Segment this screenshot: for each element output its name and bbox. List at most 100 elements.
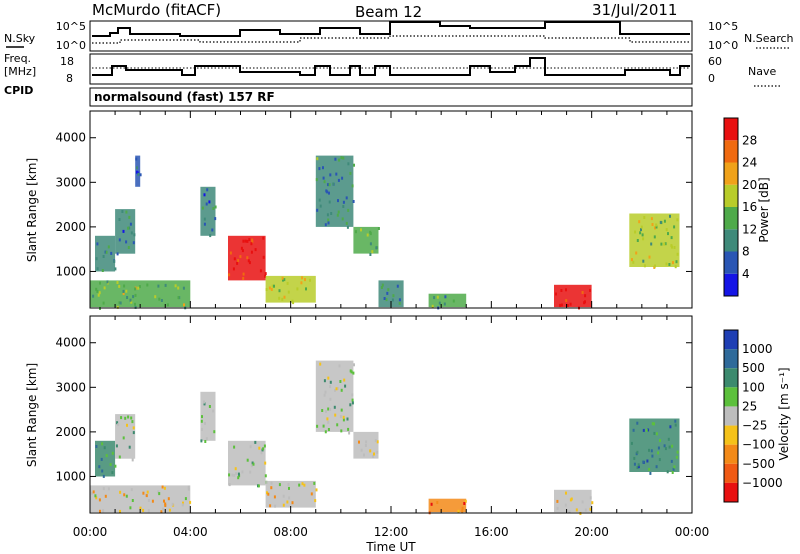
velocity-speckle — [342, 418, 345, 422]
velocity-speckle — [158, 492, 161, 496]
velocity-speckle — [340, 408, 343, 412]
power-speckle — [569, 302, 572, 306]
velocity-speckle — [376, 450, 379, 454]
power-speckle — [247, 259, 250, 263]
velocity-speckle — [241, 470, 244, 474]
power-speckle — [328, 200, 331, 204]
velocity-speckle — [117, 423, 120, 427]
velocity-panel-frame — [89, 315, 693, 514]
velocity-speckle — [147, 509, 150, 513]
power-speckle — [281, 297, 284, 301]
freq-panel — [89, 53, 693, 85]
power-speckle — [642, 259, 645, 263]
power-speckle — [264, 272, 267, 276]
power-speckle — [560, 303, 563, 307]
velocity-speckle — [457, 509, 460, 513]
power-ytick-label: 2000 — [55, 220, 86, 234]
power-speckle — [329, 173, 332, 177]
power-speckle — [118, 301, 121, 305]
power-speckle — [95, 257, 98, 261]
power-speckle — [132, 295, 135, 299]
power-speckle — [316, 157, 319, 161]
velocity-speckle — [237, 476, 240, 480]
power-colorbar-tick: 20 — [742, 178, 757, 192]
velocity-speckle — [213, 430, 216, 434]
velocity-speckle — [658, 458, 661, 462]
velocity-speckle — [119, 490, 122, 494]
velocity-speckle — [461, 509, 464, 513]
velocity-speckle — [669, 425, 672, 429]
velocity-speckle — [126, 423, 128, 427]
velocity-speckle — [316, 424, 319, 428]
date-title: 31/Jul/2011 — [592, 1, 677, 19]
power-speckle — [240, 246, 243, 250]
power-speckle — [383, 297, 386, 300]
velocity-speckle — [114, 464, 117, 468]
velocity-speckle — [298, 483, 301, 487]
velocity-speckle — [642, 428, 645, 432]
power-speckle — [254, 248, 257, 252]
velocity-speckle — [322, 424, 325, 428]
velocity-speckle — [161, 485, 164, 489]
velocity-speckle — [327, 407, 330, 411]
velocity-speckle — [461, 506, 464, 510]
velocity-speckle — [589, 496, 592, 500]
power-colorbar: 4 8 12 16 20 24 28 — [723, 117, 757, 297]
velocity-speckle — [336, 423, 339, 427]
power-ytick-label: 4000 — [55, 131, 86, 145]
velocity-speckle — [324, 430, 327, 434]
power-speckle — [146, 283, 149, 287]
velocity-speckle — [632, 428, 635, 432]
power-speckle — [347, 208, 350, 212]
freq-label-1: Freq. — [4, 52, 31, 65]
velocity-speckle — [101, 442, 104, 446]
power-speckle — [122, 289, 125, 293]
velocity-speckle — [270, 481, 273, 485]
power-speckle — [116, 305, 119, 309]
power-speckle — [341, 217, 344, 221]
velocity-colorbar-tick: 25 — [742, 399, 757, 413]
velocity-speckle — [376, 440, 379, 444]
power-speckle — [555, 292, 557, 296]
power-region-7 — [315, 155, 354, 227]
power-speckle — [648, 255, 651, 259]
power-colorbar-frame — [723, 117, 739, 297]
power-speckle — [126, 296, 129, 299]
power-speckle — [326, 213, 329, 217]
velocity-speckle — [254, 440, 257, 444]
power-speckle — [655, 225, 658, 229]
velocity-speckle — [163, 486, 166, 490]
velocity-speckle — [131, 458, 134, 462]
velocity-speckle — [671, 471, 674, 474]
power-speckle — [640, 225, 643, 229]
velocity-speckle — [327, 376, 330, 380]
power-speckle — [674, 265, 677, 269]
power-speckle — [371, 250, 374, 254]
power-speckle — [319, 204, 322, 208]
power-speckle — [129, 222, 132, 226]
power-speckle — [667, 232, 669, 236]
power-speckle — [385, 298, 388, 302]
power-speckle — [665, 262, 668, 266]
power-speckle — [164, 283, 167, 287]
power-speckle — [296, 287, 299, 291]
velocity-speckle — [637, 465, 640, 469]
power-speckle — [127, 246, 130, 249]
freq-tick-high: 18 — [60, 55, 74, 68]
velocity-speckle — [237, 472, 240, 476]
nsky-trace — [92, 21, 690, 37]
velocity-data-layer — [90, 360, 680, 515]
velocity-speckle — [647, 428, 650, 432]
velocity-speckle — [95, 445, 98, 448]
velocity-speckle — [589, 507, 592, 511]
power-speckle — [326, 190, 329, 194]
power-speckle — [132, 241, 135, 245]
velocity-speckle — [162, 507, 165, 511]
velocity-speckle — [651, 454, 654, 458]
velocity-speckle — [659, 439, 661, 442]
velocity-speckle — [146, 490, 149, 494]
velocity-speckle — [111, 451, 114, 455]
velocity-speckle — [303, 483, 306, 487]
power-speckle — [345, 221, 348, 225]
power-speckle — [673, 225, 676, 229]
